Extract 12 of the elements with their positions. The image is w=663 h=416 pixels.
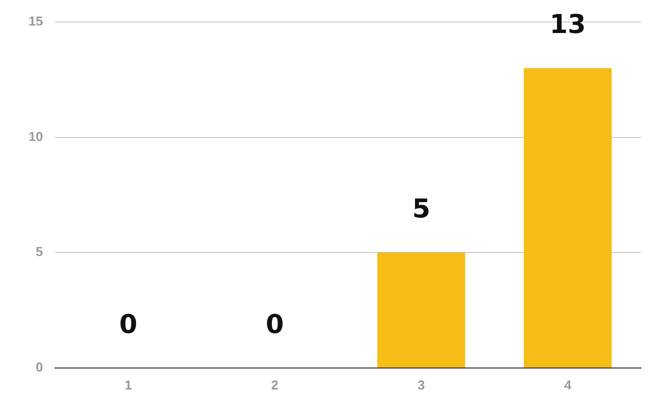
- data-label: 0: [266, 310, 284, 340]
- y-tick-label: 15: [28, 14, 43, 29]
- data-label: 5: [412, 194, 430, 224]
- x-tick-label: 4: [564, 377, 572, 392]
- y-tick-label: 10: [28, 128, 43, 144]
- x-tick-label: 1: [124, 377, 132, 392]
- x-tick-label: 3: [418, 377, 425, 392]
- data-label: 13: [550, 10, 586, 40]
- x-tick-label: 2: [271, 377, 278, 392]
- y-tick-label: 0: [36, 360, 43, 375]
- y-tick-label: 5: [36, 244, 43, 260]
- data-label: 0: [119, 310, 138, 340]
